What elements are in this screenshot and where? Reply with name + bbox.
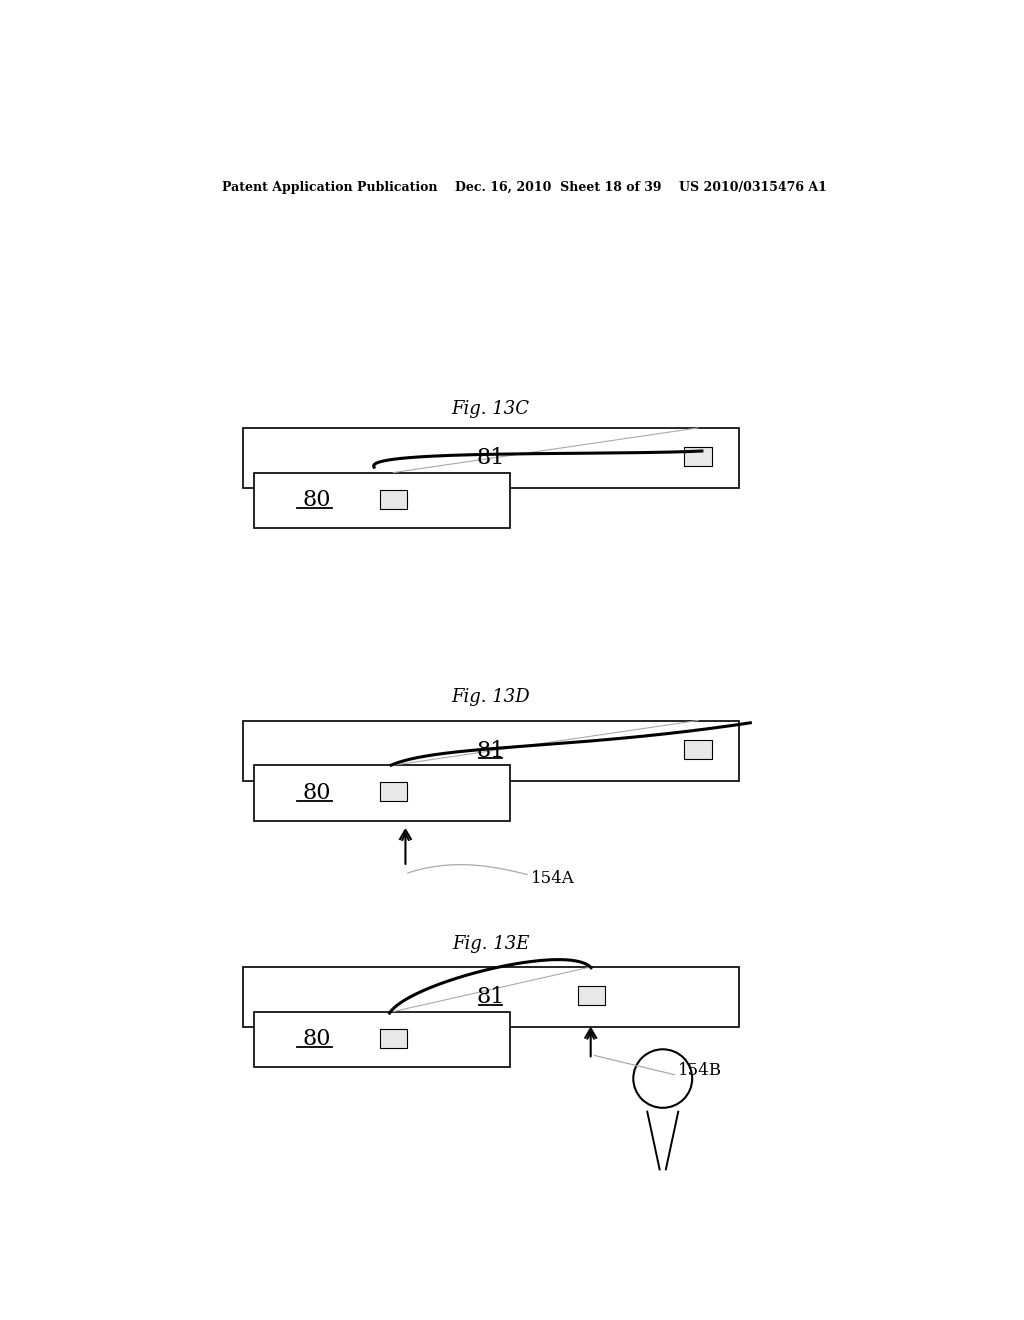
Text: Fig. 13C: Fig. 13C	[452, 400, 529, 417]
Text: 80: 80	[302, 1028, 331, 1051]
Bar	[380, 1028, 407, 1048]
Bar	[578, 986, 604, 1006]
Bar	[254, 766, 510, 821]
Text: 154A: 154A	[531, 870, 574, 887]
Bar	[684, 739, 712, 759]
Bar	[254, 1011, 510, 1067]
Text: 80: 80	[302, 781, 331, 804]
Bar	[254, 473, 510, 528]
Bar	[243, 428, 738, 488]
Text: Fig. 13E: Fig. 13E	[452, 935, 529, 953]
Bar	[243, 721, 738, 780]
Text: Fig. 13D: Fig. 13D	[452, 689, 530, 706]
Text: 154B: 154B	[678, 1063, 722, 1080]
Text: 80: 80	[302, 490, 331, 511]
Bar	[684, 447, 712, 466]
Text: Patent Application Publication    Dec. 16, 2010  Sheet 18 of 39    US 2010/03154: Patent Application Publication Dec. 16, …	[222, 181, 827, 194]
Text: 81: 81	[476, 447, 505, 469]
Text: 81: 81	[476, 739, 505, 762]
Bar	[243, 966, 738, 1027]
Bar	[380, 781, 407, 801]
Text: 81: 81	[476, 986, 505, 1008]
Bar	[380, 490, 407, 508]
